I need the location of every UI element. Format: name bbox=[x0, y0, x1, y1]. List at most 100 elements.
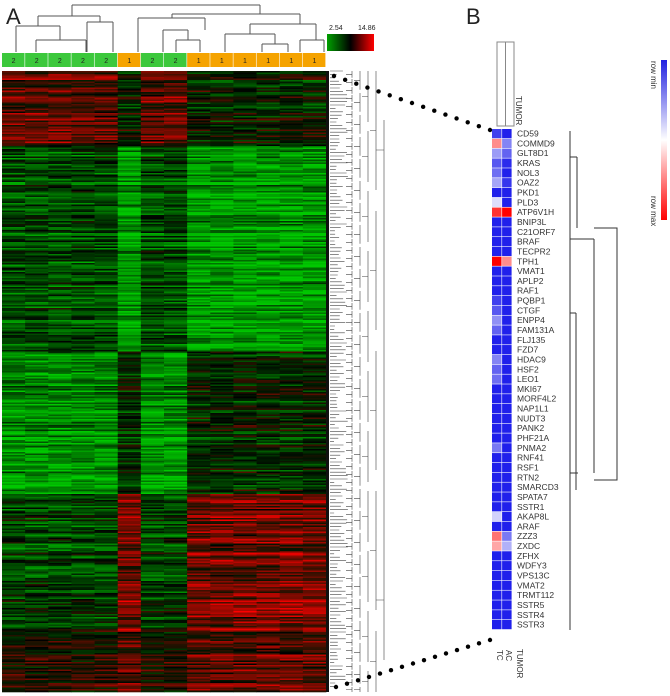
heat-cell bbox=[210, 414, 234, 417]
heat-cell bbox=[164, 252, 188, 255]
heat-cell bbox=[187, 362, 211, 364]
heat-cell bbox=[256, 272, 281, 274]
heat-cell bbox=[48, 587, 72, 589]
heat-cell bbox=[94, 389, 119, 391]
heat-cell bbox=[71, 299, 95, 301]
heat-cell bbox=[71, 125, 95, 127]
heat-cell bbox=[187, 207, 211, 210]
heat-cell bbox=[302, 399, 327, 402]
heat-cell bbox=[140, 104, 165, 106]
heat-cell bbox=[210, 120, 234, 123]
heat-cell bbox=[2, 513, 26, 516]
heat-cell bbox=[25, 374, 49, 376]
heat-cell bbox=[117, 161, 142, 163]
heat-cell bbox=[140, 114, 165, 117]
heat-cell bbox=[48, 89, 72, 91]
heat-cell bbox=[48, 434, 72, 436]
heat-cell bbox=[164, 471, 188, 474]
heat-cell bbox=[164, 152, 188, 154]
heat-cell bbox=[256, 455, 281, 457]
heat-cell bbox=[2, 218, 26, 220]
heat-cell bbox=[233, 284, 257, 286]
heat-cell bbox=[233, 83, 257, 85]
heat-cell bbox=[233, 287, 257, 289]
heat-cell bbox=[140, 600, 165, 603]
heat-cell bbox=[233, 324, 257, 327]
heat-cell bbox=[233, 254, 257, 256]
heat-cell bbox=[117, 417, 142, 420]
heat-cell bbox=[140, 132, 165, 135]
heat-cell bbox=[210, 359, 234, 361]
heat-cell bbox=[256, 234, 281, 237]
heat-cell bbox=[210, 581, 234, 583]
heat-cell bbox=[117, 308, 142, 310]
heat-cell bbox=[164, 381, 188, 384]
heat-cell bbox=[187, 587, 211, 589]
heat-cell bbox=[233, 576, 257, 579]
heat-cell bbox=[164, 425, 188, 427]
heat-cell bbox=[94, 98, 119, 100]
heat-cell bbox=[48, 575, 72, 577]
heat-cell bbox=[164, 255, 188, 258]
heat-cell bbox=[210, 518, 234, 520]
heat-cell bbox=[164, 144, 188, 147]
heat-cell bbox=[164, 326, 188, 328]
heat-cell bbox=[164, 272, 188, 274]
heat-cell bbox=[2, 215, 26, 217]
heat-cell bbox=[71, 473, 95, 475]
heat-cell bbox=[117, 345, 142, 348]
heat-cell bbox=[279, 261, 304, 264]
heat-cell bbox=[302, 137, 327, 139]
heat-cell bbox=[2, 420, 26, 423]
heat-cell bbox=[279, 362, 304, 364]
heat-cell bbox=[256, 107, 281, 109]
heat-cell bbox=[25, 419, 49, 421]
heat-cell bbox=[279, 591, 304, 594]
heat-cell bbox=[187, 410, 211, 412]
heat-cell bbox=[71, 209, 95, 211]
heat-cell bbox=[279, 401, 304, 403]
heat-cell bbox=[187, 438, 211, 441]
heat-cell bbox=[48, 120, 72, 123]
heat-cell bbox=[187, 111, 211, 114]
heat-cell bbox=[2, 362, 26, 364]
heat-cell bbox=[256, 473, 281, 475]
heat-cell bbox=[94, 134, 119, 136]
heat-cell bbox=[210, 200, 234, 202]
heat-cell bbox=[210, 479, 234, 481]
heat-cell bbox=[233, 374, 257, 376]
heat-cell bbox=[187, 275, 211, 277]
heat-cell bbox=[71, 384, 95, 387]
heat-cell bbox=[279, 296, 304, 298]
heat-cell bbox=[256, 323, 281, 325]
heat-cell bbox=[302, 533, 327, 535]
heat-cell bbox=[256, 213, 281, 216]
heat-cell bbox=[187, 197, 211, 199]
heat-cell bbox=[187, 558, 211, 561]
heat-cell bbox=[210, 540, 234, 543]
heat-cell bbox=[140, 302, 165, 304]
heat-cell bbox=[164, 116, 188, 118]
heat-cell bbox=[71, 432, 95, 435]
heat-cell bbox=[48, 117, 72, 120]
group-label: 1 bbox=[220, 58, 224, 65]
heat-cell bbox=[94, 320, 119, 322]
heat-cell bbox=[302, 564, 327, 567]
heat-cell bbox=[117, 270, 142, 273]
heat-cell bbox=[256, 458, 281, 460]
heat-cell bbox=[48, 342, 72, 345]
heat-cell bbox=[48, 192, 72, 195]
heat-cell bbox=[256, 398, 281, 400]
heat-cell bbox=[187, 117, 211, 120]
heat-cell bbox=[302, 183, 327, 186]
heat-cell bbox=[233, 204, 257, 207]
heat-cell bbox=[71, 411, 95, 414]
heat-cell bbox=[233, 344, 257, 346]
heat-cell bbox=[2, 236, 26, 238]
heat-cell bbox=[164, 93, 188, 96]
heat-cell bbox=[71, 177, 95, 180]
heat-cell bbox=[140, 146, 165, 148]
heat-cell bbox=[256, 486, 281, 489]
heat-cell bbox=[94, 350, 119, 352]
heat-cell bbox=[48, 296, 72, 298]
